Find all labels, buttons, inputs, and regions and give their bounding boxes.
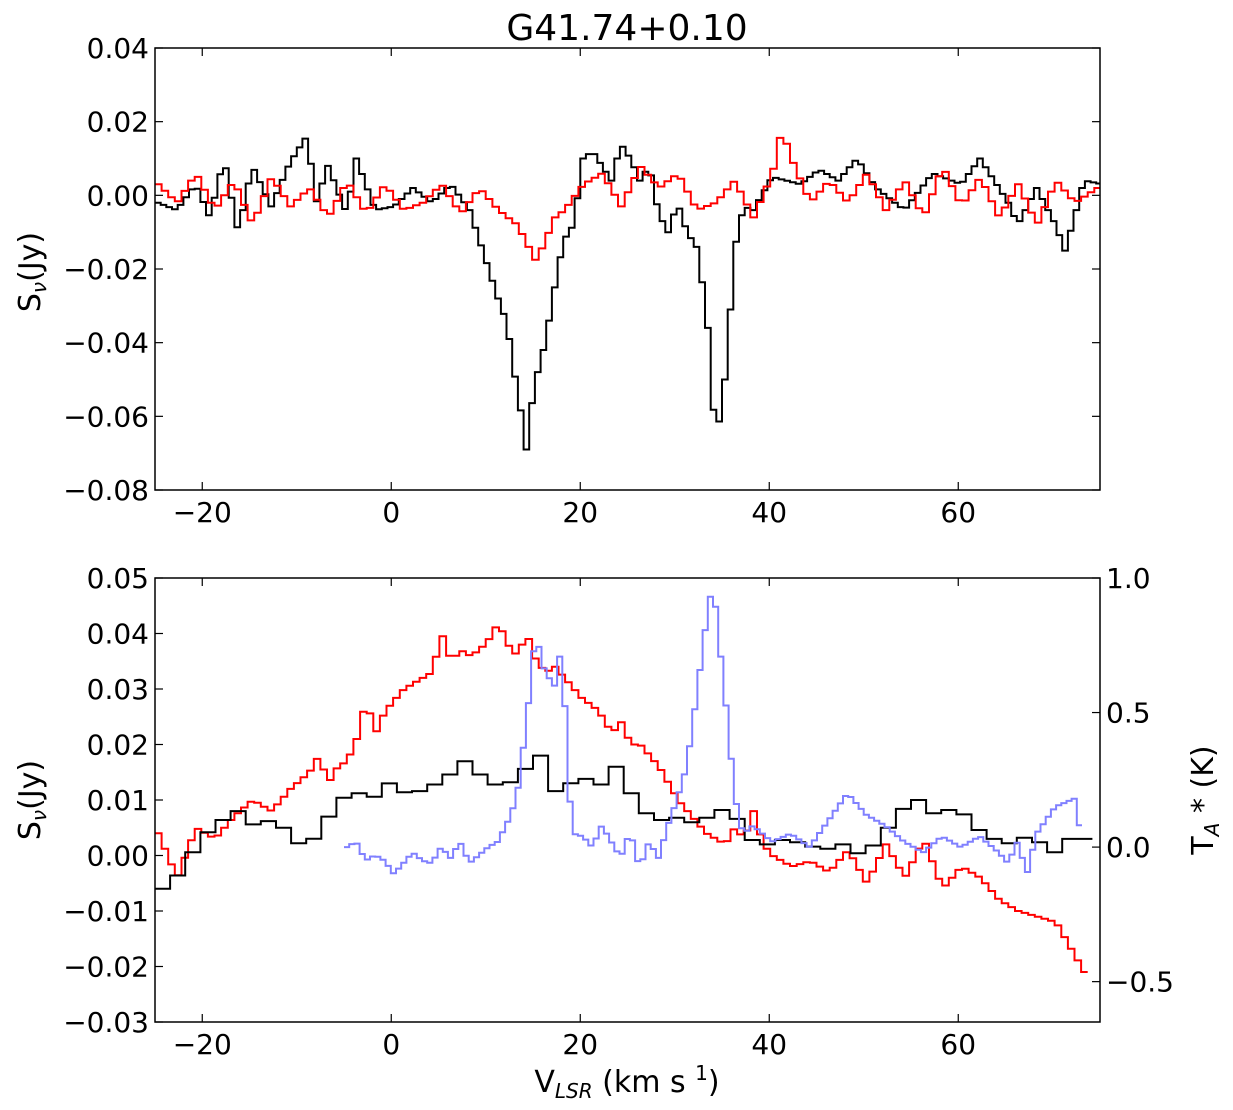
top-panel: G41.74+0.10 −20 0 20 40 60 −0.08 −0.06 −0.04 −0.… — [13, 8, 1101, 529]
bottom-y-label-unit: (Jy) — [13, 760, 48, 810]
chart-title: G41.74+0.10 — [506, 8, 747, 49]
bottom-series-group — [155, 595, 1093, 973]
y-tick-label: −0.04 — [63, 327, 149, 360]
x-tick-label: 20 — [562, 1028, 598, 1061]
y-tick-label: −0.03 — [63, 1006, 149, 1039]
bottom-axis-ticks — [155, 577, 1100, 1023]
top-y-label-main: S — [13, 293, 48, 312]
y-tick-label: 0.03 — [87, 673, 149, 706]
bottom-plot-frame — [154, 577, 1101, 1023]
x-axis-label: VLSR (km s 1) — [534, 1061, 719, 1103]
right-y-tick-label: 0.5 — [1106, 697, 1151, 730]
y-tick-label: 0.05 — [87, 562, 149, 595]
y-tick-label: −0.01 — [63, 895, 149, 928]
y-tick-label: 0.02 — [87, 106, 149, 139]
bottom-y-label-main: S — [13, 821, 48, 840]
top-tick-labels: −20 0 20 40 60 −0.08 −0.06 −0.04 −0.02 0.00 0.02 0.… — [63, 32, 976, 529]
right-y-tick-label: −0.5 — [1106, 966, 1174, 999]
bottom-y-axis-label: Sν(Jy) — [13, 760, 51, 840]
y-tick-label: −0.08 — [63, 474, 149, 507]
y-tick-label: 0.00 — [87, 840, 149, 873]
blue-spectrum-line — [344, 595, 1082, 875]
top-plot-frame — [154, 47, 1101, 491]
y-tick-label: −0.02 — [63, 951, 149, 984]
right-y-label-main: T — [1186, 836, 1221, 856]
x-label-unit: (km s — [593, 1065, 696, 1100]
right-y-label-unit: * (K) — [1186, 745, 1221, 822]
y-tick-label: −0.02 — [63, 253, 149, 286]
x-tick-label: −20 — [173, 496, 232, 529]
top-axis-ticks — [155, 47, 1100, 491]
x-label-sub: LSR — [555, 1079, 593, 1103]
x-tick-label: 60 — [940, 496, 976, 529]
bottom-panel: −20 0 20 40 60−0.03−0.02−0.010.000.010.020.0… — [13, 562, 1224, 1103]
x-tick-label: 40 — [751, 496, 787, 529]
right-y-tick-label: 1.0 — [1106, 562, 1151, 595]
y-tick-label: 0.00 — [87, 179, 149, 212]
y-tick-label: 0.04 — [87, 618, 149, 651]
y-tick-label: 0.04 — [87, 32, 149, 65]
x-tick-label: 40 — [751, 1028, 787, 1061]
bottom-y-label-sub: ν — [27, 810, 51, 821]
x-label-main: V — [534, 1065, 555, 1100]
top-y-axis-label: Sν(Jy) — [13, 232, 51, 312]
top-y-label-unit: (Jy) — [13, 232, 48, 282]
black-spectrum-line — [155, 754, 1093, 890]
bottom-right-y-axis-label: TA * (K) — [1186, 745, 1224, 855]
y-tick-label: 0.01 — [87, 784, 149, 817]
x-tick-label: 20 — [562, 496, 598, 529]
top-y-label-sub: ν — [27, 282, 51, 293]
x-label-sup: 1 — [695, 1061, 708, 1085]
right-y-label-sub: A — [1200, 823, 1224, 839]
y-tick-label: 0.02 — [87, 729, 149, 762]
bottom-tick-labels: −20 0 20 40 60 −0.03 −0.02 −0.01 0.00 0.01 0.02 0.0… — [63, 562, 1174, 1061]
x-tick-label: −20 — [173, 1028, 232, 1061]
x-tick-label: 60 — [940, 1028, 976, 1061]
red-spectrum-line — [155, 136, 1100, 261]
black-spectrum-line — [155, 137, 1100, 451]
red-spectrum-line — [155, 626, 1088, 973]
x-tick-label: 0 — [382, 496, 400, 529]
top-series-group — [155, 136, 1100, 451]
y-tick-label: −0.06 — [63, 400, 149, 433]
right-y-tick-label: 0.0 — [1106, 831, 1151, 864]
x-tick-label: 0 — [382, 1028, 400, 1061]
x-label-close: ) — [708, 1065, 720, 1100]
